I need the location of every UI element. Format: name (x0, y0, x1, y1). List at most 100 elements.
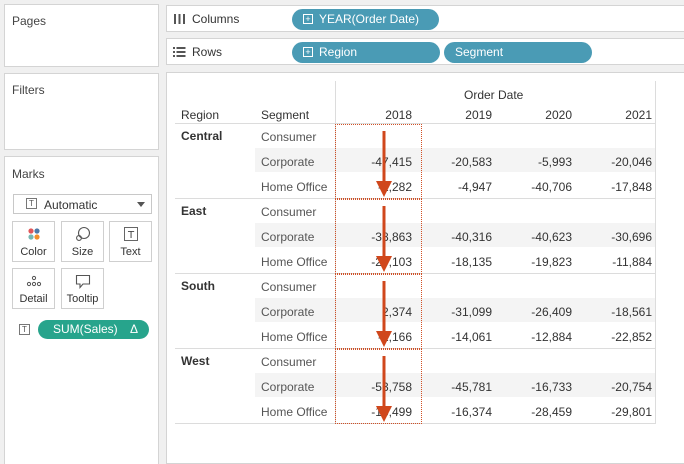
value-cell[interactable]: -12,884 (531, 330, 572, 344)
region-pill[interactable]: + Region (292, 42, 440, 63)
marks-title: Marks (12, 167, 45, 181)
value-cell[interactable]: -30,696 (611, 230, 652, 244)
value-cell[interactable]: -4,947 (457, 180, 492, 194)
value-cell[interactable]: -45,781 (451, 380, 492, 394)
segment-label[interactable]: Home Office (261, 180, 328, 194)
value-cell[interactable]: -20,754 (611, 380, 652, 394)
year-header[interactable]: 2018 (385, 108, 412, 122)
text-encoding-icon: T (19, 324, 30, 335)
expand-icon: + (303, 47, 313, 57)
value-cell[interactable]: -20,583 (451, 155, 492, 169)
view-canvas[interactable]: Order Date Region Segment 2018 2019 2020… (166, 72, 684, 464)
value-cell[interactable]: -47,415 (371, 155, 412, 169)
value-cell[interactable]: -40,316 (451, 230, 492, 244)
filters-card[interactable]: Filters (4, 73, 159, 150)
sum-sales-pill[interactable]: SUM(Sales) Δ (38, 320, 149, 339)
value-cell[interactable]: -5,993 (537, 155, 572, 169)
band-row (255, 298, 656, 322)
region-label[interactable]: South (181, 279, 215, 293)
pages-title: Pages (12, 14, 47, 28)
color-label: Color (20, 246, 47, 258)
value-cell[interactable]: -22,852 (611, 330, 652, 344)
selection-box (335, 274, 422, 349)
value-cell[interactable]: -20,046 (611, 155, 652, 169)
segment-pill[interactable]: Segment (444, 42, 592, 63)
value-cell[interactable]: -16,374 (451, 405, 492, 419)
value-cell[interactable]: -31,099 (451, 305, 492, 319)
pages-card[interactable]: Pages (4, 4, 159, 67)
region-label[interactable]: West (181, 354, 210, 368)
segment-label[interactable]: Home Office (261, 330, 328, 344)
band-row (255, 373, 656, 397)
down-arrow-icon (376, 281, 392, 347)
rows-shelf[interactable]: Rows + Region Segment (166, 38, 684, 65)
sum-sales-label: SUM(Sales) (53, 322, 118, 336)
selection-box (335, 124, 422, 199)
column-group-header: Order Date (464, 88, 524, 102)
detail-icon (13, 273, 54, 289)
segment-label[interactable]: Home Office (261, 405, 328, 419)
region-pill-label: Region (319, 45, 358, 59)
text-icon: T (110, 226, 151, 242)
year-header[interactable]: 2021 (625, 108, 652, 122)
segment-label[interactable]: Corporate (261, 155, 315, 169)
value-cell[interactable]: -11,884 (612, 255, 652, 269)
delta-icon: Δ (129, 322, 138, 336)
mark-type-dropdown[interactable]: T Automatic (13, 194, 152, 214)
segment-header: Segment (261, 108, 310, 122)
value-cell[interactable]: -40,706 (531, 180, 572, 194)
value-cell[interactable]: -38,863 (371, 230, 412, 244)
segment-label[interactable]: Corporate (261, 230, 315, 244)
tooltip-label: Tooltip (66, 293, 99, 305)
year-header[interactable]: 2019 (465, 108, 492, 122)
region-label[interactable]: East (181, 204, 207, 218)
year-header[interactable]: 2020 (545, 108, 572, 122)
band-row (255, 223, 656, 247)
segment-label[interactable]: Consumer (261, 355, 317, 369)
text-label: Text (120, 246, 141, 258)
year-order-date-pill[interactable]: + YEAR(Order Date) (292, 9, 439, 30)
segment-label[interactable]: Consumer (261, 205, 317, 219)
color-icon (13, 226, 54, 242)
value-cell[interactable]: -26,409 (531, 305, 572, 319)
detail-button[interactable]: Detail (12, 268, 55, 309)
columns-icon (173, 13, 186, 25)
segment-label[interactable]: Corporate (261, 380, 315, 394)
value-cell[interactable]: -29,801 (611, 405, 652, 419)
mark-type-value: Automatic (44, 198, 98, 212)
segment-label[interactable]: Consumer (261, 280, 317, 294)
expand-icon: + (303, 14, 313, 24)
value-cell[interactable]: -28,459 (531, 405, 572, 419)
svg-text:T: T (126, 230, 134, 241)
size-icon (62, 226, 103, 242)
segment-label[interactable]: Home Office (261, 255, 328, 269)
value-cell[interactable]: 2,374 (381, 305, 412, 319)
value-cell[interactable]: -18,561 (611, 305, 652, 319)
region-header: Region (181, 108, 220, 122)
rows-icon (173, 46, 186, 58)
segment-label[interactable]: Consumer (261, 130, 317, 144)
region-label[interactable]: Central (181, 129, 223, 143)
value-cell[interactable]: -53,758 (371, 380, 412, 394)
down-arrow-icon (376, 131, 392, 197)
divider (655, 81, 656, 423)
value-cell[interactable]: -14,061 (451, 330, 492, 344)
tooltip-button[interactable]: Tooltip (61, 268, 104, 309)
color-button[interactable]: Color (12, 221, 55, 262)
value-cell[interactable]: -16,733 (531, 380, 572, 394)
columns-shelf[interactable]: Columns + YEAR(Order Date) (166, 5, 684, 32)
segment-pill-label: Segment (455, 45, 504, 59)
selection-box (335, 199, 422, 274)
selection-box (335, 349, 422, 424)
value-cell[interactable]: -19,823 (531, 255, 572, 269)
down-arrow-icon (376, 356, 392, 422)
value-cell[interactable]: -40,623 (531, 230, 572, 244)
tooltip-icon (62, 273, 103, 289)
segment-label[interactable]: Corporate (261, 305, 315, 319)
value-cell[interactable]: -18,135 (451, 255, 492, 269)
value-cell[interactable]: -17,848 (611, 180, 652, 194)
text-button[interactable]: T Text (109, 221, 152, 262)
filters-title: Filters (12, 83, 45, 97)
size-button[interactable]: Size (61, 221, 104, 262)
detail-label: Detail (19, 293, 48, 305)
